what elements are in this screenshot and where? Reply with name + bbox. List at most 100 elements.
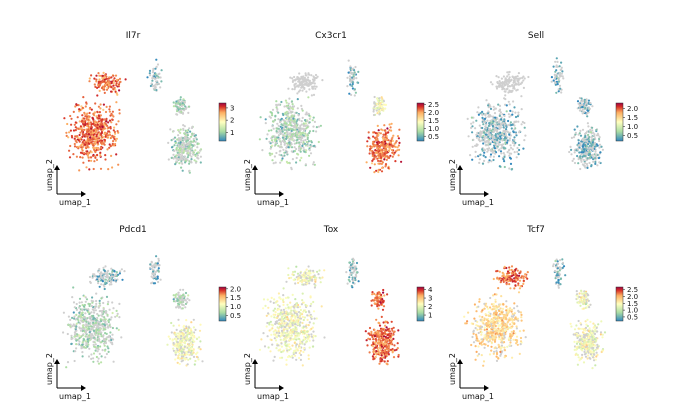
- cell-point: [179, 288, 182, 291]
- cell-point: [279, 118, 282, 121]
- cell-point: [398, 128, 401, 131]
- cell-point: [276, 313, 279, 316]
- cell-point: [88, 347, 91, 350]
- cell-point: [108, 119, 112, 122]
- cell-point: [148, 69, 152, 72]
- cell-point: [286, 336, 289, 339]
- cell-point: [280, 326, 283, 329]
- cell-point: [86, 145, 89, 148]
- cell-point: [70, 134, 73, 138]
- cell-point: [177, 335, 180, 339]
- cell-point: [97, 329, 100, 332]
- cell-point: [312, 330, 315, 333]
- cell-point: [86, 122, 89, 125]
- cell-point: [301, 321, 304, 325]
- cell-point: [74, 350, 77, 353]
- cell-point: [348, 75, 351, 78]
- cell-point: [478, 161, 481, 164]
- colorbar-tick-label: 0.5: [428, 133, 439, 141]
- cell-point: [293, 349, 296, 353]
- cell-point: [370, 162, 374, 165]
- cell-point: [96, 110, 99, 113]
- cell-point: [398, 141, 401, 144]
- cell-point: [377, 159, 380, 162]
- cell-point: [103, 121, 106, 124]
- cell-point: [295, 147, 298, 151]
- cell-point: [78, 301, 81, 304]
- cell-point: [378, 156, 381, 160]
- cell-point: [192, 351, 195, 354]
- cell-point: [87, 115, 90, 118]
- cell-point: [170, 156, 173, 159]
- cell-point: [180, 339, 184, 343]
- cell-point: [176, 299, 179, 302]
- cell-point: [377, 106, 380, 109]
- cell-point: [295, 358, 298, 361]
- cell-point: [179, 148, 182, 151]
- cell-point: [113, 138, 116, 141]
- cell-point: [303, 316, 306, 319]
- cell-point: [116, 314, 119, 317]
- cell-point: [392, 134, 395, 137]
- cell-point: [196, 146, 199, 149]
- cell-point: [192, 132, 196, 135]
- cell-point: [155, 65, 158, 68]
- cell-point: [497, 103, 500, 106]
- cell-point: [297, 146, 301, 150]
- cell-point: [586, 109, 590, 112]
- cell-point: [390, 122, 393, 125]
- cell-point: [353, 94, 356, 97]
- cell-point: [492, 105, 495, 108]
- x-axis-label: umap_1: [462, 198, 494, 207]
- cell-point: [523, 139, 526, 142]
- cell-point: [382, 99, 385, 102]
- cell-point: [524, 134, 527, 137]
- cell-point: [501, 133, 504, 136]
- cell-point: [175, 160, 178, 163]
- cell-point: [285, 323, 288, 326]
- cell-point: [78, 297, 82, 300]
- cell-point: [501, 88, 504, 91]
- cell-point: [503, 114, 506, 118]
- cell-point: [76, 333, 79, 336]
- cell-point: [264, 304, 267, 307]
- cell-point: [510, 146, 513, 149]
- cell-point: [392, 153, 395, 156]
- cell-point: [112, 88, 115, 91]
- cell-point: [302, 146, 305, 149]
- cell-point: [100, 128, 103, 131]
- cell-point: [577, 147, 580, 150]
- cell-point: [70, 334, 73, 337]
- cell-point: [511, 148, 514, 151]
- cell-point: [554, 60, 557, 63]
- cell-point: [289, 105, 292, 108]
- cell-point: [488, 147, 491, 150]
- cell-point: [189, 160, 192, 163]
- cell-point: [288, 161, 291, 164]
- cell-point: [99, 141, 103, 144]
- cell-point: [588, 140, 591, 143]
- cell-point: [73, 142, 76, 146]
- cell-point: [118, 316, 121, 319]
- cell-point: [149, 84, 152, 88]
- cell-point: [293, 328, 296, 331]
- cell-point: [558, 72, 561, 75]
- cell-point: [577, 139, 580, 142]
- cell-point: [106, 148, 109, 151]
- cell-point: [174, 102, 177, 105]
- cell-point: [587, 125, 590, 128]
- cell-point: [294, 346, 298, 349]
- cell-point: [469, 154, 472, 157]
- cell-point: [92, 154, 95, 157]
- x-axis-label: umap_1: [59, 198, 91, 207]
- cell-point: [104, 318, 107, 321]
- cell-point: [509, 144, 512, 147]
- cell-point: [294, 332, 297, 335]
- cell-point: [554, 81, 557, 84]
- cell-point: [289, 119, 292, 122]
- cell-point: [508, 137, 512, 140]
- y-arrowhead: [54, 165, 60, 170]
- cell-point: [173, 136, 177, 139]
- cell-point: [503, 84, 506, 87]
